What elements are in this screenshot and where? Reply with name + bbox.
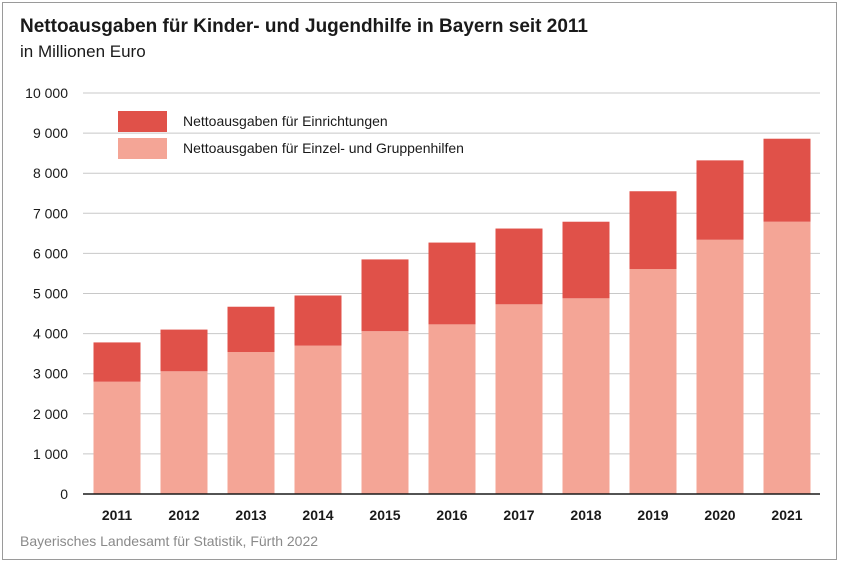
bar-segment (93, 381, 141, 494)
y-tick-label: 10 000 (25, 85, 68, 101)
bar-segment (227, 306, 275, 353)
bar-segment (696, 239, 744, 494)
bar-segment (495, 228, 543, 305)
y-tick-label: 2 000 (33, 406, 68, 422)
chart-subtitle: in Millionen Euro (20, 42, 146, 61)
legend: Nettoausgaben für Einrichtungen Nettoausg… (118, 111, 464, 159)
source-note: Bayerisches Landesamt für Statistik, Für… (20, 533, 319, 549)
bar-segment (294, 295, 342, 346)
bar-segment (294, 345, 342, 494)
bar-segment (495, 304, 543, 494)
bar-segment (160, 329, 208, 372)
bar-segment (562, 221, 610, 299)
x-tick-label: 2011 (102, 507, 133, 523)
y-tick-label: 7 000 (33, 205, 68, 221)
bar-segment (160, 371, 208, 494)
x-axis-ticks: 2011 2012 2013 2014 2015 2016 2017 2018 2019 2020… (102, 507, 803, 523)
x-tick-label: 2020 (704, 507, 735, 523)
x-tick-label: 2012 (168, 507, 199, 523)
y-tick-label: 4 000 (33, 326, 68, 342)
bar-segment (562, 298, 610, 494)
chart-title: Nettoausgaben für Kinder- und Jugendhilf… (20, 16, 588, 37)
x-tick-label: 2016 (436, 507, 467, 523)
bar-segment (361, 259, 409, 332)
legend-swatch (118, 138, 167, 159)
x-tick-label: 2021 (771, 507, 802, 523)
legend-swatch (118, 111, 167, 132)
legend-label: Nettoausgaben für Einrichtungen (183, 113, 388, 129)
bar-segment (93, 342, 141, 382)
bar-segment (227, 352, 275, 494)
bars (93, 138, 811, 494)
bar-segment (361, 331, 409, 494)
x-tick-label: 2017 (503, 507, 534, 523)
y-tick-label: 8 000 (33, 165, 68, 181)
x-tick-label: 2018 (570, 507, 601, 523)
bar-segment (428, 242, 476, 325)
bar-segment (428, 324, 476, 494)
y-tick-label: 9 000 (33, 125, 68, 141)
y-tick-label: 5 000 (33, 286, 68, 302)
y-axis-ticks: 0 1 000 2 000 3 000 4 000 5 000 6 000 7 000 8 00… (25, 85, 68, 502)
x-tick-label: 2014 (302, 507, 333, 523)
bar-segment (696, 160, 744, 240)
bar-segment (763, 138, 811, 222)
y-tick-label: 0 (60, 486, 68, 502)
y-tick-label: 1 000 (33, 446, 68, 462)
bar-segment (763, 221, 811, 494)
x-tick-label: 2013 (235, 507, 266, 523)
bar-segment (629, 269, 677, 494)
y-tick-label: 3 000 (33, 366, 68, 382)
bar-segment (629, 191, 677, 270)
x-tick-label: 2015 (369, 507, 400, 523)
x-tick-label: 2019 (637, 507, 668, 523)
y-tick-label: 6 000 (33, 245, 68, 261)
legend-label: Nettoausgaben für Einzel- und Gruppenhil… (183, 140, 464, 156)
